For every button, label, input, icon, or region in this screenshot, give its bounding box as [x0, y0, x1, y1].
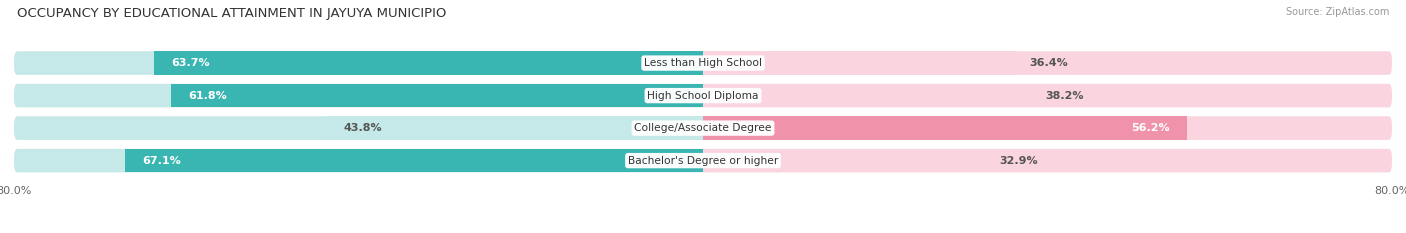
Text: 36.4%: 36.4% — [1029, 58, 1069, 68]
FancyBboxPatch shape — [14, 149, 1392, 172]
FancyBboxPatch shape — [703, 84, 1392, 107]
FancyBboxPatch shape — [14, 51, 1392, 75]
Text: Less than High School: Less than High School — [644, 58, 762, 68]
Text: 61.8%: 61.8% — [188, 91, 226, 101]
FancyBboxPatch shape — [14, 51, 703, 75]
FancyBboxPatch shape — [14, 116, 703, 140]
FancyBboxPatch shape — [703, 51, 1392, 75]
FancyBboxPatch shape — [14, 84, 1392, 107]
Bar — [703, 149, 987, 172]
Text: 63.7%: 63.7% — [172, 58, 211, 68]
Bar — [703, 51, 1017, 75]
Bar — [125, 149, 703, 172]
Text: 43.8%: 43.8% — [343, 123, 381, 133]
Text: 38.2%: 38.2% — [1045, 91, 1084, 101]
Bar — [326, 116, 703, 140]
Text: OCCUPANCY BY EDUCATIONAL ATTAINMENT IN JAYUYA MUNICIPIO: OCCUPANCY BY EDUCATIONAL ATTAINMENT IN J… — [17, 7, 446, 20]
Text: 67.1%: 67.1% — [142, 156, 181, 166]
Bar — [703, 84, 1032, 107]
FancyBboxPatch shape — [14, 84, 703, 107]
FancyBboxPatch shape — [14, 116, 1392, 140]
FancyBboxPatch shape — [703, 149, 1392, 172]
Text: 56.2%: 56.2% — [1132, 123, 1170, 133]
FancyBboxPatch shape — [14, 149, 703, 172]
Text: Source: ZipAtlas.com: Source: ZipAtlas.com — [1285, 7, 1389, 17]
Text: Bachelor's Degree or higher: Bachelor's Degree or higher — [628, 156, 778, 166]
Text: College/Associate Degree: College/Associate Degree — [634, 123, 772, 133]
Text: High School Diploma: High School Diploma — [647, 91, 759, 101]
Bar — [155, 51, 703, 75]
Bar — [703, 116, 1187, 140]
Bar — [170, 84, 703, 107]
FancyBboxPatch shape — [703, 116, 1392, 140]
Text: 32.9%: 32.9% — [1000, 156, 1038, 166]
